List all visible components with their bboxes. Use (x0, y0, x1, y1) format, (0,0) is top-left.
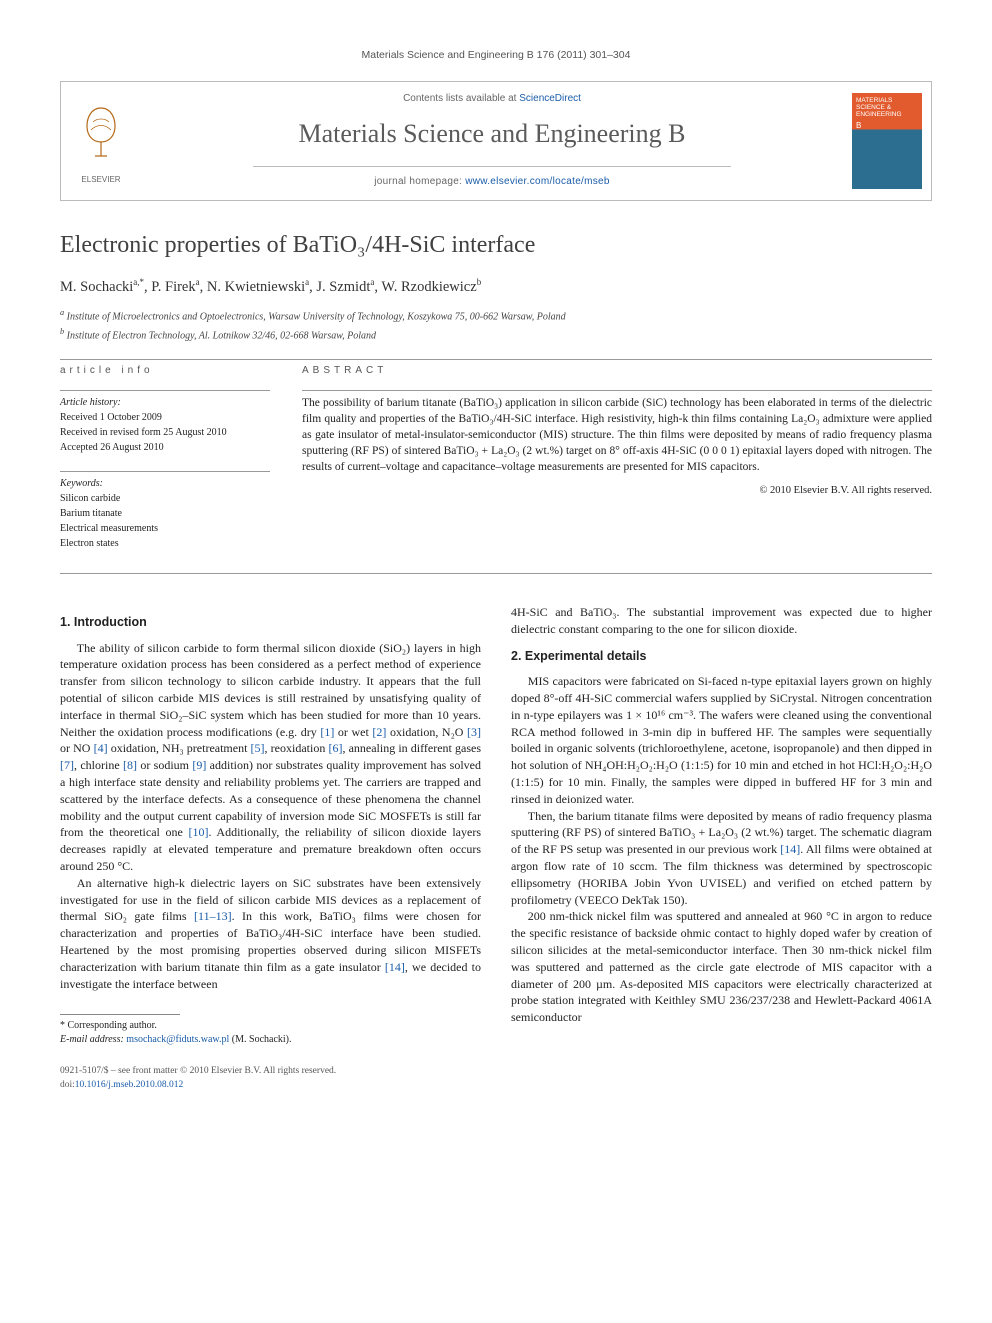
author-list: M. Sochackia,*, P. Fireka, N. Kwietniews… (60, 276, 932, 297)
running-header: Materials Science and Engineering B 176 … (60, 48, 932, 63)
sciencedirect-link[interactable]: ScienceDirect (519, 93, 581, 104)
homepage-label: journal homepage: (374, 176, 465, 187)
history-revised: Received in revised form 25 August 2010 (60, 425, 270, 440)
section-1-title: 1. Introduction (60, 614, 481, 632)
journal-homepage-line: journal homepage: www.elsevier.com/locat… (151, 175, 833, 189)
keyword-item: Silicon carbide (60, 491, 270, 506)
citation-ref[interactable]: [4] (94, 741, 108, 755)
footnotes: * Corresponding author. E-mail address: … (60, 1019, 481, 1047)
email-person: (M. Sochacki). (229, 1034, 291, 1045)
cover-subtitle: B (856, 120, 918, 131)
section-2-title: 2. Experimental details (511, 648, 932, 666)
history-received: Received 1 October 2009 (60, 410, 270, 425)
doi-link[interactable]: 10.1016/j.mseb.2010.08.012 (75, 1080, 183, 1090)
journal-title: Materials Science and Engineering B (151, 116, 833, 152)
citation-ref[interactable]: [14] (780, 842, 800, 856)
journal-cover-thumbnail: MATERIALS SCIENCE & ENGINEERING B (843, 82, 931, 200)
abstract-column: abstract The possibility of barium titan… (302, 364, 932, 567)
journal-homepage-link[interactable]: www.elsevier.com/locate/mseb (465, 176, 610, 187)
doi-label: doi: (60, 1080, 75, 1090)
article-info-column: article info Article history: Received 1… (60, 364, 270, 567)
corresponding-email-link[interactable]: msochack@fiduts.waw.pl (126, 1034, 229, 1045)
keywords-label: Keywords: (60, 476, 270, 491)
author-name: W. Rzodkiewicz (381, 279, 476, 295)
author-name: N. Kwietniewski (207, 279, 305, 295)
keyword-item: Electrical measurements (60, 521, 270, 536)
section-2-paragraph-1: MIS capacitors were fabricated on Si-fac… (511, 673, 932, 807)
citation-ref[interactable]: [7] (60, 758, 74, 772)
affiliation-line: b Institute of Electron Technology, Al. … (60, 326, 932, 343)
citation-ref[interactable]: [14] (385, 960, 405, 974)
issn-copyright-line: 0921-5107/$ – see front matter © 2010 El… (60, 1065, 481, 1078)
publisher-logo: ELSEVIER (61, 82, 141, 200)
elsevier-tree-icon (73, 97, 129, 169)
publisher-name: ELSEVIER (73, 174, 129, 185)
citation-ref[interactable]: [5] (251, 741, 265, 755)
citation-ref[interactable]: [2] (372, 725, 386, 739)
section-1-paragraph-2: An alternative high-k dielectric layers … (60, 875, 481, 993)
corresponding-author-note: * Corresponding author. (60, 1019, 481, 1033)
affiliation-line: a Institute of Microelectronics and Opto… (60, 307, 932, 324)
keyword-item: Electron states (60, 536, 270, 551)
bottom-meta: 0921-5107/$ – see front matter © 2010 El… (60, 1065, 481, 1092)
abstract-text: The possibility of barium titanate (BaTi… (302, 395, 932, 475)
citation-ref[interactable]: [11–13] (194, 909, 232, 923)
contents-text: Contents lists available at (403, 93, 519, 104)
author-affil-mark: a,* (133, 277, 144, 287)
citation-ref[interactable]: [6] (328, 741, 342, 755)
article-info-heading: article info (60, 364, 270, 378)
section-1-paragraph-2-cont: 4H-SiC and BaTiO₃. The substantial impro… (511, 604, 932, 638)
citation-ref[interactable]: [8] (123, 758, 137, 772)
history-accepted: Accepted 26 August 2010 (60, 440, 270, 455)
author-name: J. Szmidt (316, 279, 370, 295)
affiliations: a Institute of Microelectronics and Opto… (60, 307, 932, 343)
citation-ref[interactable]: [3] (467, 725, 481, 739)
citation-ref[interactable]: [1] (320, 725, 334, 739)
author-name: P. Firek (151, 279, 195, 295)
keyword-item: Barium titanate (60, 506, 270, 521)
abstract-heading: abstract (302, 364, 932, 378)
citation-ref[interactable]: [9] (192, 758, 206, 772)
section-1-paragraph-1: The ability of silicon carbide to form t… (60, 640, 481, 875)
author-affil-mark: a (370, 277, 374, 287)
history-label: Article history: (60, 395, 270, 410)
section-2-paragraph-2: Then, the barium titanate films were dep… (511, 808, 932, 909)
abstract-copyright: © 2010 Elsevier B.V. All rights reserved… (302, 484, 932, 499)
author-affil-mark: b (477, 277, 482, 287)
author-affil-mark: a (305, 277, 309, 287)
email-label: E-mail address: (60, 1034, 126, 1045)
contents-available-line: Contents lists available at ScienceDirec… (151, 92, 833, 106)
author-name: M. Sochacki (60, 279, 133, 295)
cover-title: MATERIALS SCIENCE & ENGINEERING (856, 97, 918, 118)
article-body: 1. Introduction The ability of silicon c… (60, 604, 932, 1092)
article-title: Electronic properties of BaTiO₃/4H-SiC i… (60, 229, 932, 263)
journal-masthead: ELSEVIER Contents lists available at Sci… (60, 81, 932, 201)
citation-ref[interactable]: [10] (188, 825, 208, 839)
section-2-paragraph-3: 200 nm-thick nickel film was sputtered a… (511, 908, 932, 1026)
author-affil-mark: a (196, 277, 200, 287)
